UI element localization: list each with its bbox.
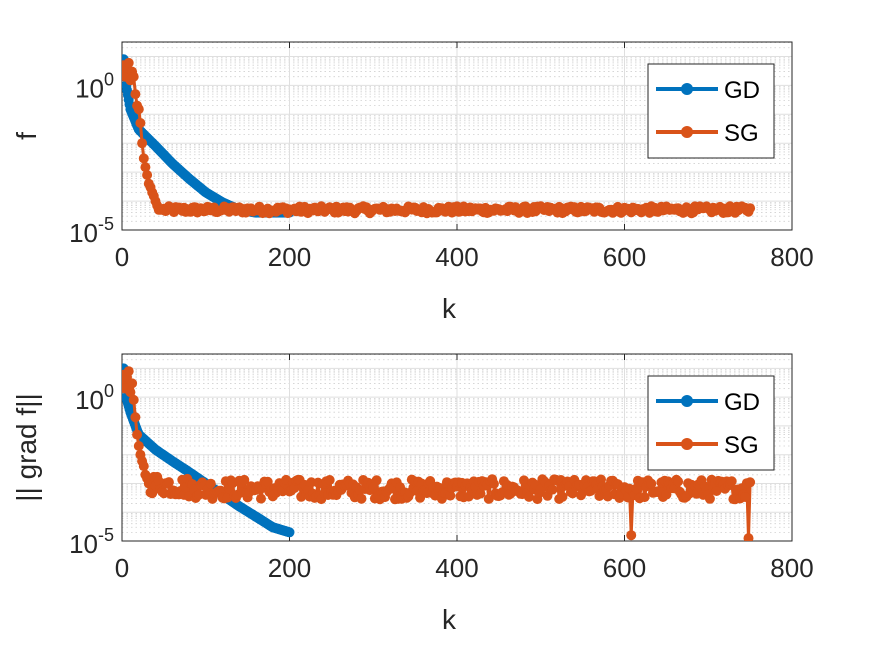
data-point-SG: [239, 474, 250, 485]
x-tick-label: 0: [115, 242, 129, 272]
data-point-SG: [711, 486, 722, 496]
data-point-SG: [130, 89, 141, 100]
data-point-SG: [128, 394, 139, 405]
data-point-SG: [140, 162, 151, 173]
legend-label-GD: GD: [724, 389, 760, 416]
legend-box: [647, 63, 775, 159]
data-point-SG: [740, 492, 751, 502]
y-tick-label: 10-5: [69, 525, 114, 559]
data-point-SG: [123, 57, 134, 68]
x-axis-label: k: [442, 293, 457, 324]
y-axis-label: || grad f||: [11, 393, 42, 501]
data-point-SG: [205, 478, 216, 489]
x-tick-label: 200: [268, 553, 311, 583]
data-point-SG: [130, 412, 141, 423]
data-point-SG: [639, 492, 650, 503]
legend-box: [647, 375, 775, 471]
data-point-SG: [135, 118, 146, 128]
data-point-SG: [475, 488, 486, 499]
data-point-SG: [483, 493, 494, 504]
legend-label-SG: SG: [724, 120, 759, 147]
data-point-SG: [557, 491, 568, 502]
x-tick-label: 400: [435, 242, 478, 272]
data-point-GD: [284, 527, 295, 538]
y-tick-label: 10-5: [69, 214, 114, 248]
x-tick-label: 0: [115, 553, 129, 583]
data-point-SG: [743, 533, 754, 541]
data-point-SG: [123, 366, 134, 377]
series-SG: [122, 366, 756, 541]
data-point-SG: [127, 378, 138, 389]
legend-marker-GD: [681, 395, 693, 407]
x-tick-label: 800: [770, 242, 813, 272]
data-point-SG: [133, 104, 144, 115]
legend: GD SG: [647, 63, 775, 159]
data-point-SG: [137, 138, 148, 149]
data-point-SG: [133, 441, 144, 451]
legend-marker-GD: [681, 83, 693, 95]
data-point-SG: [488, 478, 499, 489]
y-axis-label: f: [11, 132, 42, 140]
data-point-SG: [524, 491, 534, 502]
data-point-SG: [128, 71, 139, 82]
x-tick-label: 400: [435, 553, 478, 583]
subplot-2: 0 200 400 600 800 100 10-5 k || grad f|| GD SG: [11, 353, 814, 635]
data-point-SG: [704, 493, 715, 504]
series-SG: [122, 57, 756, 219]
data-point-SG: [256, 493, 266, 504]
y-tick-label: 100: [75, 69, 114, 103]
data-point-SG: [745, 203, 756, 214]
x-tick-label: 800: [770, 553, 813, 583]
x-axis-label: k: [442, 604, 457, 635]
data-point-SG: [125, 387, 136, 398]
data-point-SG: [371, 475, 382, 486]
x-tick-label: 600: [603, 553, 646, 583]
data-point-SG: [262, 476, 273, 487]
data-point-SG: [626, 530, 637, 541]
data-point-SG: [138, 153, 149, 164]
legend: GD SG: [647, 375, 775, 471]
data-point-SG: [132, 429, 143, 440]
data-point-SG: [445, 490, 456, 501]
legend-marker-SG: [681, 438, 693, 450]
data-point-SG: [673, 476, 684, 487]
x-tick-label: 600: [603, 242, 646, 272]
legend-label-SG: SG: [724, 432, 759, 459]
x-tick-label: 200: [268, 242, 311, 272]
subplot-1: 0 200 400 600 800 100 10-5 k f GD SG: [11, 41, 814, 324]
legend-label-GD: GD: [724, 77, 760, 104]
data-point-SG: [356, 493, 367, 504]
data-point-SG: [646, 478, 657, 489]
data-point-SG: [726, 476, 737, 487]
legend-marker-SG: [681, 126, 693, 138]
data-point-SG: [142, 170, 153, 180]
data-point-SG: [147, 488, 158, 499]
data-point-SG: [163, 477, 174, 488]
data-point-SG: [745, 477, 756, 488]
data-point-SG: [138, 461, 149, 472]
data-point-SG: [324, 475, 335, 485]
data-point-SG: [547, 484, 558, 495]
y-tick-label: 100: [75, 381, 114, 415]
